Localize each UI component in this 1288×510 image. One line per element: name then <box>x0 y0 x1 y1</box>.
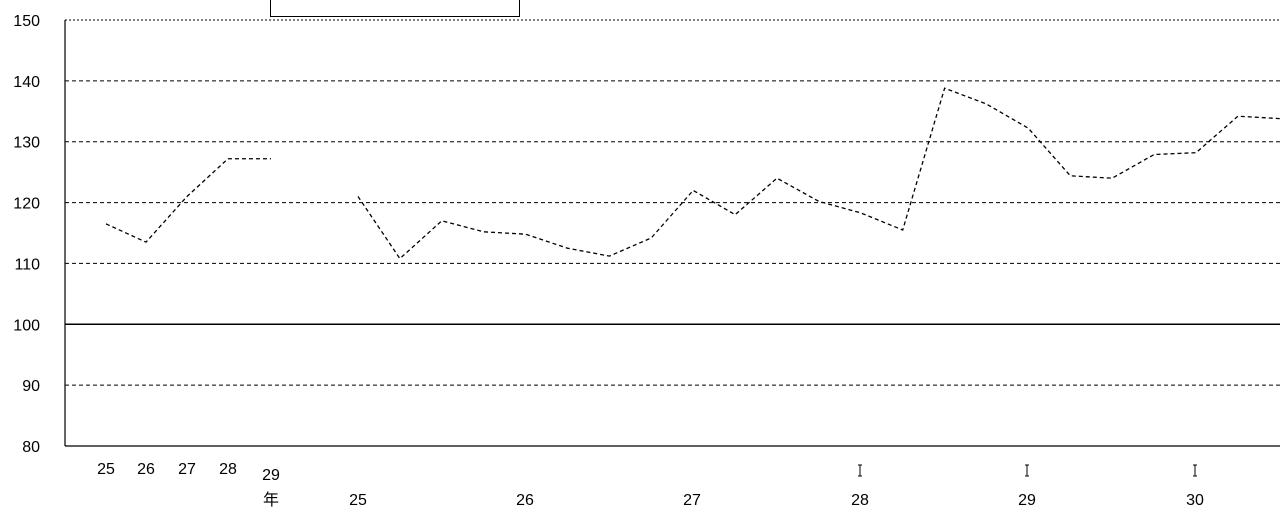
x-tick-label-annual-25: 25 <box>97 461 115 478</box>
series-line-quarterly <box>357 87 1280 260</box>
x-tick-label-period-27: 27 <box>683 492 701 509</box>
y-tick-label-130: 130 <box>13 135 40 152</box>
y-tick-label-100: 100 <box>13 317 40 334</box>
axes <box>64 20 1280 447</box>
x-unit-label: 年 <box>263 491 279 509</box>
x-tick-label-period-26: 26 <box>516 492 534 509</box>
x-tick-label-period-25: 25 <box>349 492 367 509</box>
y-tick-label-80: 80 <box>22 439 40 456</box>
series-line-annual <box>105 158 271 243</box>
y-tick-label-150: 150 <box>13 13 40 30</box>
x-tick-labels: 25 26 27 28 29 年 25 26 27 28 29 30 <box>97 461 1204 509</box>
y-tick-label-120: 120 <box>13 196 40 213</box>
series-lines <box>105 87 1280 260</box>
x-tick-label-period-29: 29 <box>1018 492 1036 509</box>
x-tick-label-annual-26: 26 <box>137 461 155 478</box>
y-tick-label-140: 140 <box>13 74 40 91</box>
y-tick-label-90: 90 <box>22 378 40 395</box>
gridlines <box>65 19 1280 386</box>
x-tick-label-annual-27: 27 <box>178 461 196 478</box>
y-tick-label-110: 110 <box>14 256 40 273</box>
x-tick-label-annual-28: 28 <box>219 461 237 478</box>
x-tick-label-period-30: 30 <box>1186 492 1204 509</box>
y-tick-labels: 80 90 100 110 120 130 140 150 <box>13 13 40 456</box>
x-tick-label-period-28: 28 <box>851 492 869 509</box>
legend-box <box>270 0 520 17</box>
x-tick-label-annual-29: 29 <box>262 467 280 484</box>
